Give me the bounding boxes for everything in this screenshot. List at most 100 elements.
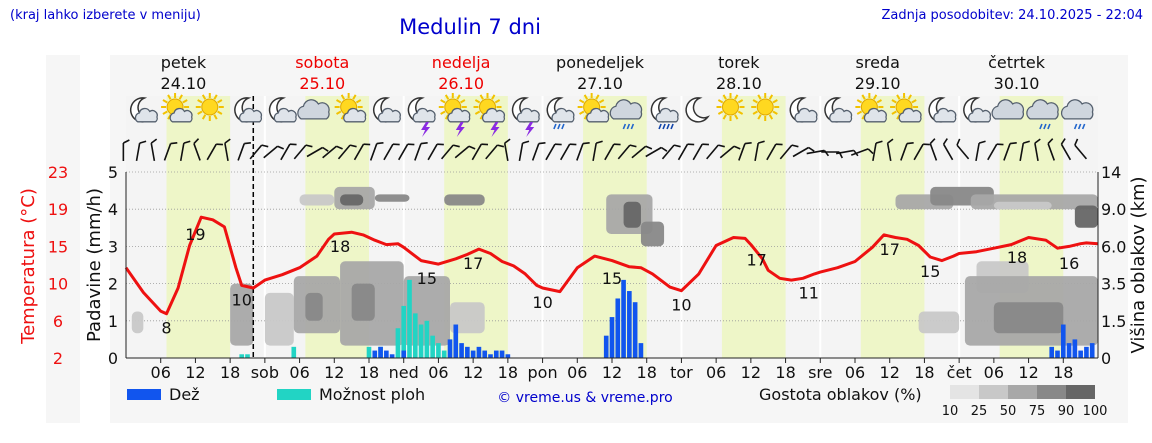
wind-staff	[485, 144, 498, 160]
wind-feather	[392, 143, 400, 146]
cloud-patch	[1074, 205, 1098, 228]
wind-barb	[383, 143, 400, 161]
day-name: petek	[161, 53, 207, 72]
wind-staff	[631, 145, 647, 159]
cloud-shape	[238, 107, 263, 123]
wind-staff	[604, 143, 615, 161]
cloud-shape	[794, 107, 818, 123]
rain-bar	[476, 346, 482, 358]
cloud-patch	[450, 302, 485, 334]
wind-barb	[987, 143, 1004, 161]
wind-barb	[206, 143, 223, 161]
rain-drop	[622, 123, 627, 130]
wind-barb	[677, 143, 695, 161]
rain-drop	[1081, 123, 1086, 130]
x-tick-label: tor	[670, 363, 693, 382]
wind-staff	[1019, 142, 1025, 162]
precip-tick: 3	[108, 237, 118, 256]
wind-feather	[216, 143, 223, 146]
rain-drop	[1047, 123, 1051, 130]
sun-ray	[182, 99, 188, 104]
shower-bar	[424, 320, 430, 358]
sun-ray	[494, 99, 501, 104]
wind-feather	[522, 140, 530, 144]
cloud-icon	[991, 99, 1025, 120]
cloud-shape	[609, 99, 643, 120]
legend: Dež Možnost ploh © vreme.us & vreme.pro Gos…	[127, 385, 1107, 419]
wind-feather	[244, 141, 252, 145]
wind-feather	[376, 141, 384, 145]
wind-feather	[468, 145, 476, 150]
daylight-band	[860, 96, 925, 358]
shower-bar	[436, 343, 441, 358]
temperature-layer: 8 19 10 18 15 17 10 15 10 17 11 17 15 18 16	[124, 96, 1099, 358]
cloud-shape	[516, 107, 540, 123]
sun-ray	[336, 110, 342, 115]
wind-feather	[305, 144, 313, 148]
rain-drop	[662, 123, 666, 130]
wind-feather	[595, 140, 603, 144]
sun-ray	[491, 94, 496, 100]
wind-barb	[956, 138, 970, 160]
day-date: 26.10	[438, 74, 484, 93]
sun-ray	[201, 94, 207, 100]
rain-bar	[465, 346, 470, 358]
x-tick-label: 12	[185, 363, 205, 382]
sun-ray	[474, 99, 481, 104]
wind-barb	[1019, 140, 1030, 162]
wind-staff	[900, 143, 908, 161]
wind-feather	[224, 138, 231, 144]
axes: 012345261015192301.53.56.09.014Padavine …	[18, 163, 1149, 382]
wind-feather	[277, 145, 285, 150]
sun-ray	[178, 94, 183, 100]
wind-feather	[929, 138, 936, 145]
day-date: 27.10	[577, 74, 623, 93]
wind-staff	[545, 143, 556, 161]
temp-axis-label: Temperatura (°C)	[18, 188, 39, 345]
rain-bar	[1060, 324, 1066, 358]
cloud-shape	[898, 107, 922, 123]
rain-bar	[470, 350, 476, 358]
sun-ray	[856, 99, 863, 104]
cloud-shape	[377, 107, 401, 123]
cloud-patch	[305, 292, 323, 321]
cloud-rain-icon	[1060, 99, 1094, 130]
wind-feather	[437, 143, 444, 146]
x-tick-label: 06	[567, 363, 587, 382]
cloud-shape	[412, 107, 436, 123]
wind-staff	[576, 143, 584, 161]
x-tick-label: 12	[741, 363, 761, 382]
day-date: 28.10	[716, 74, 762, 93]
wind-barb	[576, 141, 590, 161]
rain-bar	[615, 298, 621, 358]
rain-bar	[389, 354, 395, 358]
wind-barb	[353, 143, 371, 161]
wind-barb	[397, 143, 415, 161]
sun-ray	[752, 110, 758, 115]
wind-feather	[336, 145, 343, 150]
rain-drop	[557, 123, 561, 130]
rain-drop	[1073, 123, 1078, 130]
wind-feather	[183, 140, 191, 144]
wind-feather	[554, 143, 562, 146]
wind-feather	[791, 144, 799, 148]
wind-barb	[518, 140, 530, 162]
sun-ray	[737, 99, 744, 104]
cloud-patch	[993, 302, 1064, 334]
sun-ray	[213, 94, 218, 100]
rain-drop	[553, 123, 557, 130]
cloud-patch	[351, 283, 375, 321]
temperature-label: 11	[799, 283, 819, 302]
cloud-density-swatch	[1066, 385, 1095, 399]
wind-staff	[337, 144, 351, 160]
wind-feather	[702, 143, 709, 146]
wind-barb	[545, 143, 562, 161]
rain-bar	[1084, 346, 1089, 358]
wind-staff	[163, 143, 172, 161]
showers-legend-swatch	[277, 389, 311, 400]
sun-ray	[583, 94, 589, 100]
moon-thunder-icon	[511, 97, 540, 137]
sun-ray	[907, 94, 912, 100]
wind-staff	[531, 143, 540, 161]
moon-cloud-icon	[928, 97, 957, 123]
